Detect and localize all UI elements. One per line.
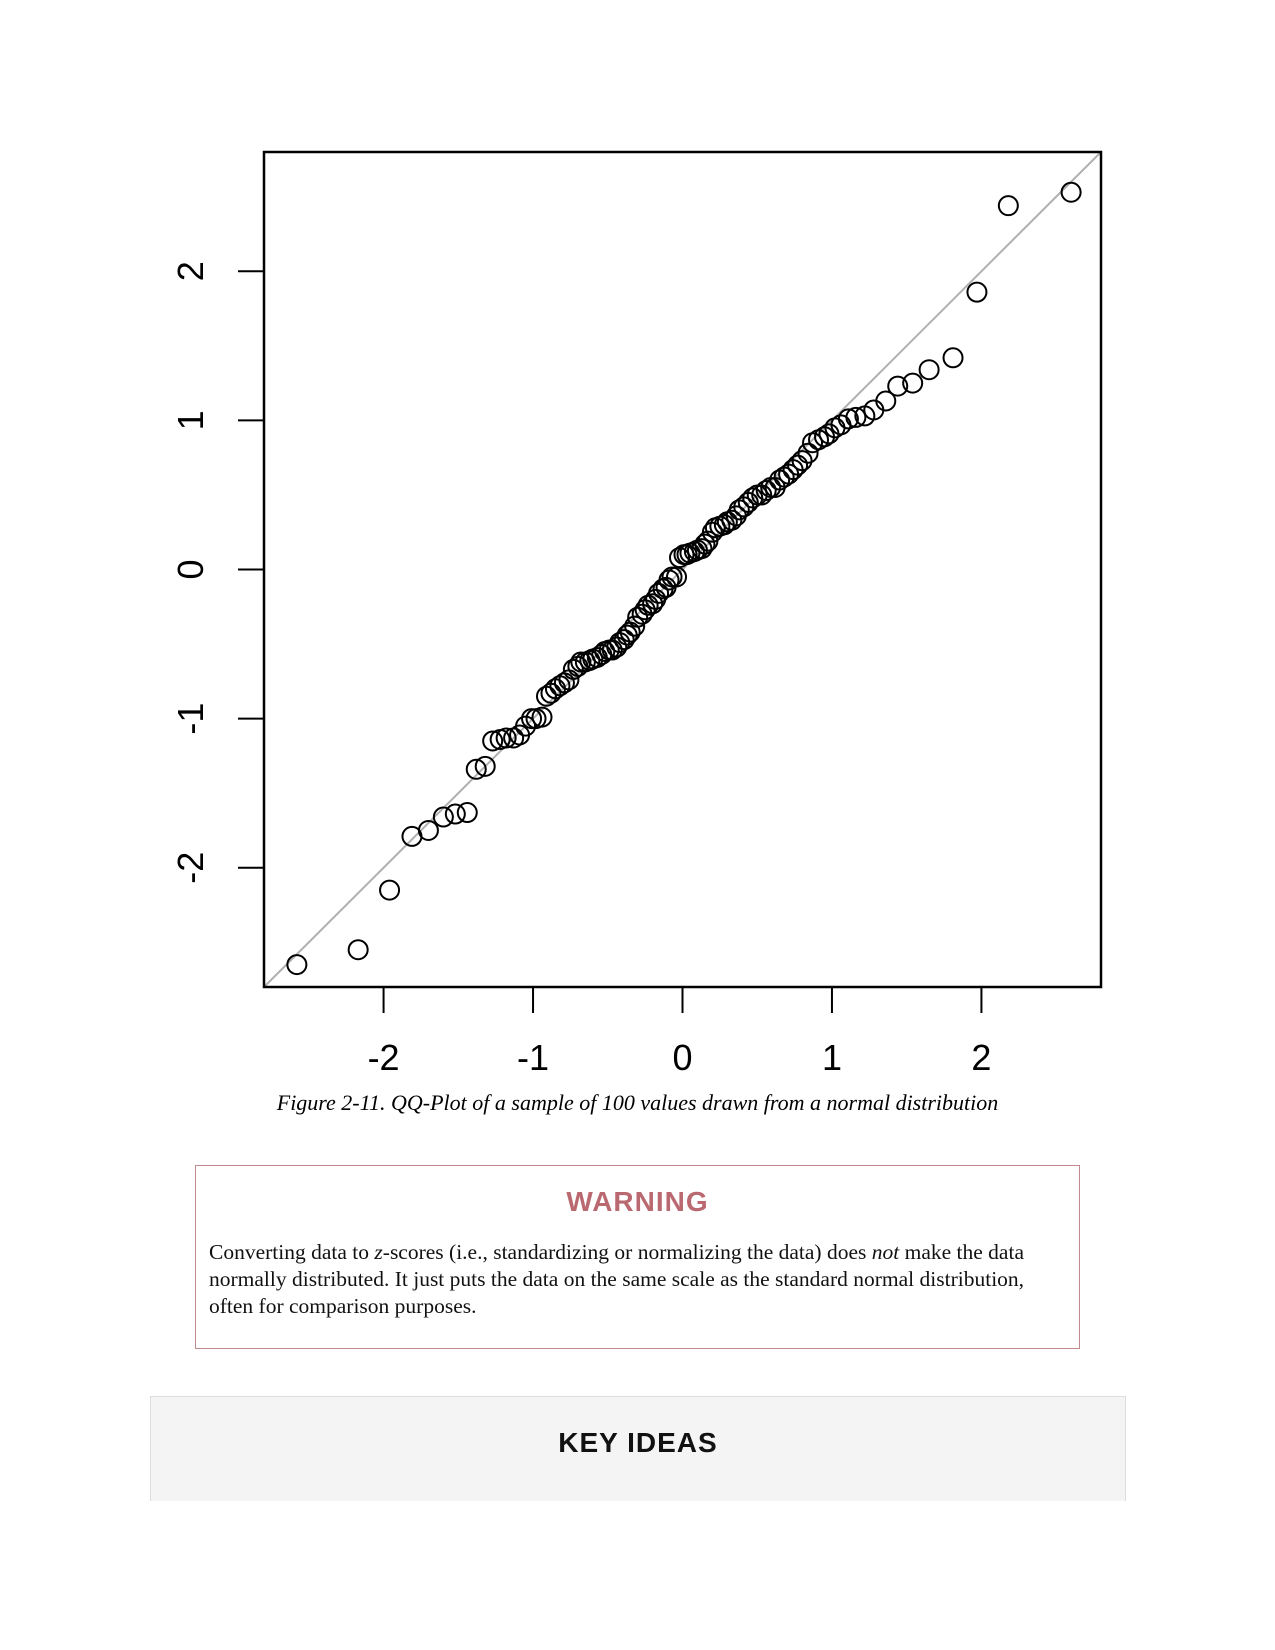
data-point: [627, 606, 649, 628]
key-ideas-title: KEY IDEAS: [558, 1427, 718, 1458]
data-point: [648, 582, 670, 604]
data-point: [432, 806, 454, 828]
data-point: [837, 408, 859, 430]
data-point: [701, 521, 723, 543]
x-tick-label: -1: [517, 1037, 549, 1078]
y-tick-label: 0: [170, 559, 211, 579]
data-point: [918, 359, 940, 381]
figure-caption: Figure 2-11. QQ-Plot of a sample of 100 …: [276, 1090, 999, 1115]
data-point: [601, 639, 623, 661]
y-tick-label: -2: [170, 852, 211, 884]
data-point: [624, 615, 646, 637]
data-point: [521, 708, 543, 730]
y-tick-label: 2: [170, 261, 211, 281]
data-point: [755, 479, 777, 501]
data-point: [666, 566, 688, 588]
warning-text-part: make the data normally distributed. It j…: [209, 1240, 1025, 1318]
data-point: [606, 636, 628, 658]
data-point: [845, 406, 867, 428]
warning-title: WARNING: [566, 1186, 709, 1217]
data-point: [465, 758, 487, 780]
x-tick-label: 1: [822, 1037, 842, 1078]
data-point: [531, 706, 553, 728]
data-point: [742, 487, 764, 509]
data-point: [1060, 181, 1082, 203]
warning-text: Converting data to z-scores (i.e., stand…: [209, 1239, 1067, 1320]
x-tick-label: 2: [971, 1037, 991, 1078]
data-point: [286, 954, 308, 976]
x-tick-label: -2: [368, 1037, 400, 1078]
data-point: [691, 538, 713, 560]
data-point: [562, 658, 584, 680]
warning-text-part: Converting data to: [209, 1240, 375, 1264]
y-tick-label: -1: [170, 703, 211, 735]
data-points: [286, 181, 1082, 976]
data-point: [347, 939, 369, 961]
x-axis: -2 -1 0 1 2: [368, 987, 991, 1078]
data-point: [613, 629, 635, 651]
data-point: [791, 450, 813, 472]
data-point: [642, 593, 664, 615]
warning-text-z: z: [374, 1240, 383, 1264]
data-point: [515, 715, 537, 737]
data-point: [721, 509, 743, 531]
data-point: [694, 533, 716, 555]
data-point: [417, 819, 439, 841]
key-ideas-box: KEY IDEAS: [150, 1396, 1126, 1501]
data-point: [902, 372, 924, 394]
y-axis: -2 -1 0 1 2: [170, 261, 264, 884]
data-point: [797, 442, 819, 464]
data-point: [474, 755, 496, 777]
data-point: [887, 375, 909, 397]
data-point: [482, 730, 504, 752]
x-tick-label: 0: [672, 1037, 692, 1078]
data-point: [787, 454, 809, 476]
warning-text-not: not: [871, 1240, 900, 1264]
data-point: [966, 281, 988, 303]
data-point: [661, 566, 683, 588]
warning-callout: WARNING Converting data to z-scores (i.e…: [195, 1165, 1080, 1349]
data-point: [997, 195, 1019, 217]
data-point: [942, 347, 964, 369]
y-tick-label: 1: [170, 410, 211, 430]
data-point: [456, 802, 478, 824]
data-point: [570, 651, 592, 673]
data-point: [495, 727, 517, 749]
warning-text-part: -scores (i.e., standardizing or normaliz…: [382, 1240, 872, 1264]
data-point: [379, 879, 401, 901]
qq-plot-chart: -2 -1 0 1 2 -2 -1 0 1 2: [170, 150, 1103, 1078]
data-point: [444, 803, 466, 825]
data-point: [875, 390, 897, 412]
